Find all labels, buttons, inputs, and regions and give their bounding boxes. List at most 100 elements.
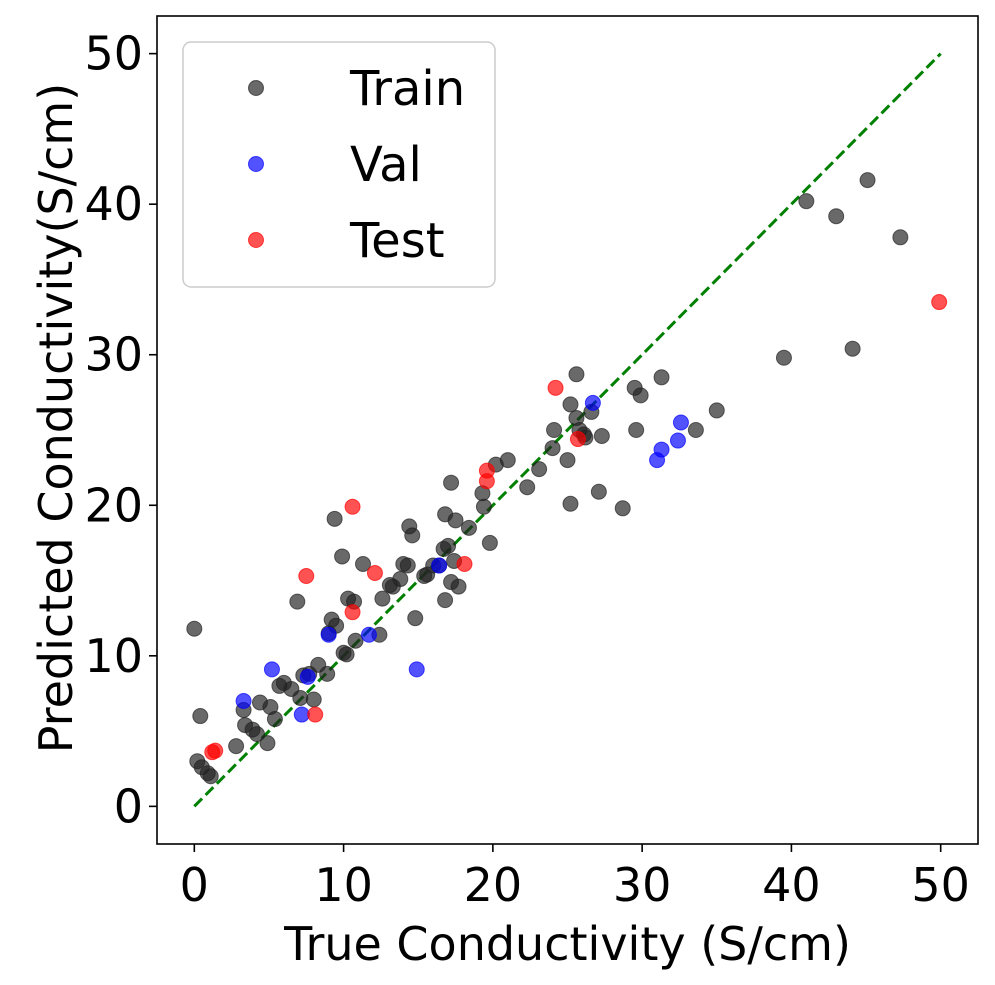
- point-train: [568, 366, 585, 383]
- point-train: [531, 461, 548, 478]
- point-val: [320, 626, 337, 643]
- point-train: [326, 510, 343, 527]
- legend-marker-test: [248, 232, 264, 248]
- point-train: [628, 422, 645, 438]
- point-train: [305, 691, 322, 708]
- point-train: [481, 534, 498, 551]
- point-train: [892, 229, 909, 246]
- point-val: [235, 692, 252, 709]
- point-train: [562, 495, 579, 512]
- point-train: [828, 208, 845, 225]
- point-val: [299, 668, 316, 685]
- x-tick-label: 10: [314, 858, 373, 912]
- point-val: [584, 394, 601, 411]
- point-train: [590, 483, 607, 500]
- point-val: [672, 414, 689, 431]
- legend-box: [182, 41, 496, 288]
- point-train: [292, 689, 309, 706]
- point-test: [478, 473, 495, 490]
- x-tick-label: 20: [464, 858, 523, 912]
- point-test: [931, 294, 948, 311]
- point-train: [347, 632, 364, 649]
- x-axis-ticks: 0 10 20 30 40 50: [180, 844, 970, 912]
- point-train: [559, 452, 576, 469]
- point-train: [519, 479, 536, 496]
- x-tick-label: 40: [762, 858, 821, 912]
- point-val: [263, 661, 280, 678]
- legend-marker-train: [248, 80, 264, 96]
- point-train: [708, 402, 725, 419]
- points-layer: [186, 172, 948, 785]
- y-tick-label: 30: [84, 328, 143, 382]
- point-train: [319, 665, 336, 682]
- plot-frame: [156, 15, 979, 845]
- point-test: [344, 498, 361, 515]
- point-val: [653, 441, 670, 458]
- y-axis-ticks: 0 10 20 30 40 50: [84, 27, 157, 833]
- point-train: [546, 422, 563, 438]
- point-train: [334, 548, 351, 565]
- x-tick-label: 30: [613, 858, 672, 912]
- point-train: [259, 735, 276, 752]
- y-tick-label: 0: [114, 779, 143, 833]
- point-test: [207, 742, 224, 759]
- point-val: [293, 706, 310, 723]
- point-train: [450, 578, 467, 595]
- point-train: [859, 172, 876, 189]
- point-val: [669, 432, 686, 449]
- legend-marker-val: [248, 156, 264, 172]
- point-train: [775, 349, 792, 366]
- point-train: [632, 387, 649, 404]
- point-train: [798, 193, 815, 210]
- point-train: [266, 711, 283, 728]
- point-train: [460, 519, 477, 536]
- point-val: [431, 557, 448, 574]
- point-train: [593, 428, 610, 445]
- point-train: [289, 593, 306, 610]
- point-val: [408, 661, 425, 678]
- y-axis-label: Predicted Conductivity(S/cm): [29, 83, 83, 753]
- point-train: [186, 620, 203, 637]
- point-test: [344, 604, 361, 621]
- y-tick-label: 40: [84, 177, 143, 231]
- point-train: [440, 537, 457, 554]
- reference-line: [193, 52, 942, 808]
- point-train: [338, 646, 355, 663]
- point-train: [228, 738, 245, 755]
- point-train: [192, 708, 209, 725]
- point-train: [354, 555, 371, 572]
- point-train: [653, 369, 670, 386]
- point-train: [614, 500, 631, 517]
- point-train: [407, 610, 424, 627]
- point-train: [844, 340, 861, 357]
- point-train: [404, 527, 421, 544]
- point-train: [392, 571, 409, 588]
- legend: Train Val Test: [182, 41, 496, 288]
- point-train: [443, 474, 460, 491]
- x-axis-label: True Conductivity (S/cm): [283, 917, 851, 971]
- point-train: [202, 768, 219, 785]
- point-test: [366, 565, 383, 582]
- point-val: [360, 626, 377, 643]
- point-test: [569, 431, 586, 448]
- point-train: [499, 452, 516, 469]
- point-test: [456, 555, 473, 572]
- legend-label-test: Test: [349, 213, 445, 269]
- y-tick-label: 10: [84, 629, 143, 683]
- point-test: [307, 706, 324, 723]
- point-train: [447, 512, 464, 529]
- point-test: [298, 568, 315, 585]
- x-tick-label: 50: [911, 858, 970, 912]
- point-train: [249, 726, 266, 743]
- point-train: [544, 440, 561, 457]
- point-train: [687, 422, 704, 438]
- point-test: [547, 379, 564, 396]
- point-train: [562, 396, 579, 413]
- reference-line-layer: [193, 52, 942, 808]
- legend-label-val: Val: [350, 137, 422, 193]
- point-train: [374, 590, 391, 607]
- legend-label-train: Train: [349, 61, 465, 117]
- x-tick-label: 0: [180, 858, 209, 912]
- y-tick-label: 20: [84, 478, 143, 532]
